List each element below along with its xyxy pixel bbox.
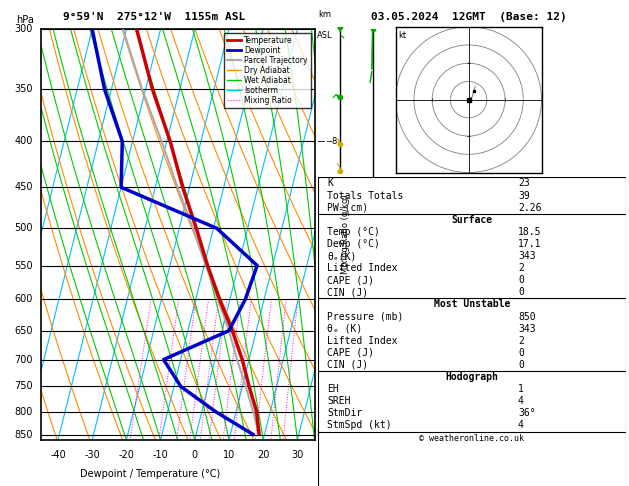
Text: 450: 450 xyxy=(14,182,33,192)
Text: © weatheronline.co.uk: © weatheronline.co.uk xyxy=(420,434,524,443)
Text: 03.05.2024  12GMT  (Base: 12): 03.05.2024 12GMT (Base: 12) xyxy=(370,12,567,22)
Text: 5: 5 xyxy=(198,445,203,451)
Text: Surface: Surface xyxy=(451,215,493,225)
Text: 36°: 36° xyxy=(518,408,536,418)
Text: θₑ(K): θₑ(K) xyxy=(327,251,356,261)
Text: 0: 0 xyxy=(192,450,198,460)
Text: 0: 0 xyxy=(518,275,524,285)
Text: −8: −8 xyxy=(325,137,338,146)
Text: 550: 550 xyxy=(14,260,33,271)
Text: −7: −7 xyxy=(325,180,338,189)
Text: 15: 15 xyxy=(251,445,260,451)
Text: 343: 343 xyxy=(518,324,536,334)
Text: 850: 850 xyxy=(518,312,536,322)
Text: 800: 800 xyxy=(14,407,33,417)
Text: 25: 25 xyxy=(279,445,287,451)
Text: -10: -10 xyxy=(153,450,169,460)
Text: -40: -40 xyxy=(50,450,66,460)
Legend: Temperature, Dewpoint, Parcel Trajectory, Dry Adiabat, Wet Adiabat, Isotherm, Mi: Temperature, Dewpoint, Parcel Trajectory… xyxy=(225,33,311,107)
Text: 0: 0 xyxy=(518,360,524,370)
Text: Mixing Ratio (g/kg): Mixing Ratio (g/kg) xyxy=(342,195,350,274)
Text: 600: 600 xyxy=(14,295,33,304)
Text: ASL: ASL xyxy=(318,31,333,40)
Text: 850: 850 xyxy=(14,430,33,440)
Text: 2: 2 xyxy=(518,336,524,346)
Text: θₑ (K): θₑ (K) xyxy=(327,324,362,334)
Text: Temp (°C): Temp (°C) xyxy=(327,227,380,237)
Text: 2: 2 xyxy=(157,445,161,451)
Text: 4: 4 xyxy=(518,396,524,406)
Text: 3: 3 xyxy=(174,445,179,451)
Text: Most Unstable: Most Unstable xyxy=(433,299,510,310)
Text: −6: −6 xyxy=(325,224,338,233)
Text: Dewpoint / Temperature (°C): Dewpoint / Temperature (°C) xyxy=(81,469,220,479)
Text: Lifted Index: Lifted Index xyxy=(327,336,398,346)
Text: 18.5: 18.5 xyxy=(518,227,542,237)
Text: 20: 20 xyxy=(266,445,276,451)
Text: Hodograph: Hodograph xyxy=(445,372,498,382)
Text: 2.26: 2.26 xyxy=(518,203,542,213)
Text: CIN (J): CIN (J) xyxy=(327,360,368,370)
Text: 700: 700 xyxy=(14,355,33,364)
Text: Dewp (°C): Dewp (°C) xyxy=(327,239,380,249)
Text: 39: 39 xyxy=(518,191,530,201)
Text: 30: 30 xyxy=(291,450,304,460)
Text: -20: -20 xyxy=(118,450,135,460)
Text: 300: 300 xyxy=(14,24,33,34)
Text: 343: 343 xyxy=(518,251,536,261)
Text: km: km xyxy=(319,10,331,19)
Text: 500: 500 xyxy=(14,224,33,233)
Text: 4: 4 xyxy=(518,420,524,431)
Text: 10: 10 xyxy=(230,445,239,451)
Text: EH: EH xyxy=(327,384,338,394)
Text: StmSpd (kt): StmSpd (kt) xyxy=(327,420,391,431)
Text: 23: 23 xyxy=(518,178,530,189)
Text: 650: 650 xyxy=(14,326,33,336)
Text: K: K xyxy=(327,178,333,189)
Text: Pressure (mb): Pressure (mb) xyxy=(327,312,403,322)
Text: StmDir: StmDir xyxy=(327,408,362,418)
Text: CAPE (J): CAPE (J) xyxy=(327,275,374,285)
Text: hPa: hPa xyxy=(16,15,34,25)
Text: 1: 1 xyxy=(128,445,132,451)
Text: LCL: LCL xyxy=(316,430,331,438)
Text: Lifted Index: Lifted Index xyxy=(327,263,398,273)
Text: SREH: SREH xyxy=(327,396,350,406)
Text: 8: 8 xyxy=(221,445,225,451)
Text: −2: −2 xyxy=(325,405,337,414)
Text: 350: 350 xyxy=(14,84,33,94)
Text: 9°59'N  275°12'W  1155m ASL: 9°59'N 275°12'W 1155m ASL xyxy=(63,12,245,22)
Text: −4: −4 xyxy=(325,312,337,322)
Text: 0: 0 xyxy=(518,287,524,297)
Text: CAPE (J): CAPE (J) xyxy=(327,348,374,358)
Text: kt: kt xyxy=(399,31,407,40)
Text: Totals Totals: Totals Totals xyxy=(327,191,403,201)
Text: PW (cm): PW (cm) xyxy=(327,203,368,213)
Text: 20: 20 xyxy=(257,450,269,460)
Text: −5: −5 xyxy=(325,267,337,277)
Text: 10: 10 xyxy=(223,450,235,460)
Text: 0: 0 xyxy=(518,348,524,358)
Text: -30: -30 xyxy=(84,450,100,460)
Text: 1: 1 xyxy=(518,384,524,394)
Text: CIN (J): CIN (J) xyxy=(327,287,368,297)
Text: 17.1: 17.1 xyxy=(518,239,542,249)
Text: 750: 750 xyxy=(14,382,33,391)
Text: 400: 400 xyxy=(14,137,33,146)
Text: −3: −3 xyxy=(325,359,338,368)
Text: 6: 6 xyxy=(207,445,211,451)
Text: 2: 2 xyxy=(518,263,524,273)
Text: 4: 4 xyxy=(187,445,192,451)
